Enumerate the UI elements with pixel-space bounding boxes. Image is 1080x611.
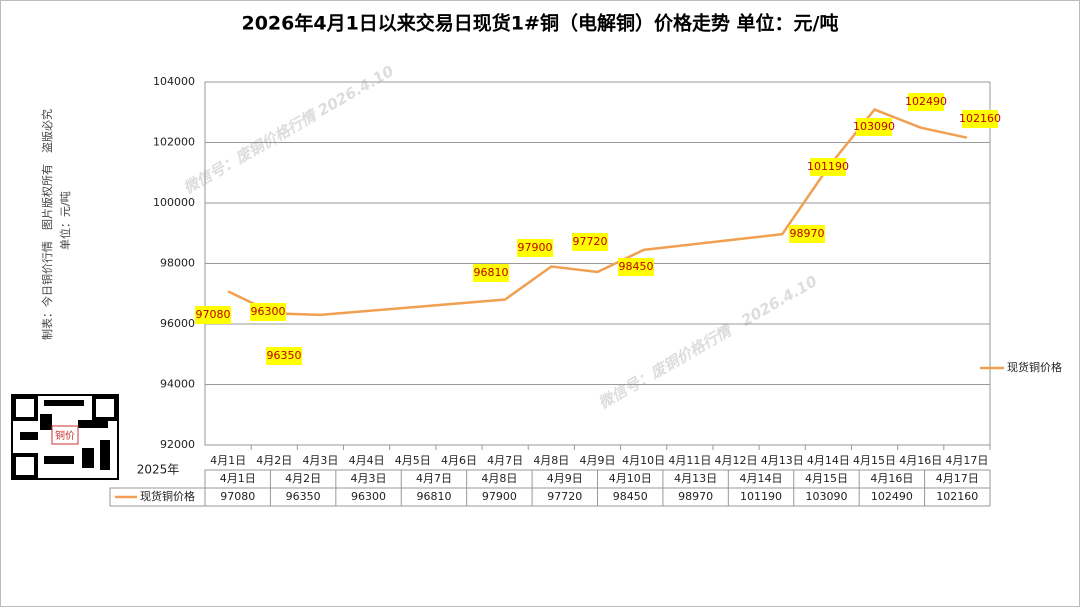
data-label: 103090	[853, 120, 895, 133]
x-tick-label: 4月9日	[580, 454, 616, 467]
x-tick-label: 4月13日	[761, 454, 804, 467]
side-note: 单位：元/吨	[58, 191, 72, 250]
x-tick-label: 4月3日	[302, 454, 338, 467]
y-tick-label: 104000	[153, 75, 195, 88]
data-label: 101190	[807, 160, 849, 173]
data-label: 96300	[251, 305, 286, 318]
table-value: 96810	[416, 490, 451, 503]
data-label: 98970	[790, 227, 825, 240]
data-label: 96350	[267, 349, 302, 362]
table-value: 98450	[613, 490, 648, 503]
x-tick-label: 4月8日	[533, 454, 569, 467]
label-bg	[908, 93, 944, 111]
table-date: 4月3日	[351, 472, 387, 485]
label-bg	[195, 306, 231, 324]
x-tick-label: 4月10日	[622, 454, 665, 467]
table-value: 102160	[936, 490, 978, 503]
chart-title: 2026年4月1日以来交易日现货1#铜（电解铜）价格走势 单位：元/吨	[241, 12, 838, 35]
label-bg	[266, 347, 302, 365]
side-note: 制表：今日铜价行情 图片版权所有 盗版必究	[40, 109, 54, 340]
table-series-name: 现货铜价格	[140, 489, 195, 503]
table-value: 102490	[871, 490, 913, 503]
y-tick-label: 102000	[153, 136, 195, 149]
label-bg	[473, 264, 509, 282]
data-label: 102490	[905, 95, 947, 108]
table-date: 4月13日	[674, 472, 717, 485]
y-tick-label: 98000	[160, 257, 195, 270]
label-bg	[962, 110, 998, 128]
label-bg	[856, 118, 892, 136]
label-bg	[250, 303, 286, 321]
table-date: 4月8日	[481, 472, 517, 485]
x-tick-label: 4月5日	[395, 454, 431, 467]
x-tick-label: 4月1日	[210, 454, 246, 467]
x-tick-label: 4月16日	[899, 454, 942, 467]
table-date: 4月1日	[220, 472, 256, 485]
table-date: 4月17日	[936, 472, 979, 485]
data-label: 97080	[196, 308, 231, 321]
label-bg	[517, 239, 553, 257]
x-tick-label: 4月11日	[668, 454, 711, 467]
label-bg	[572, 233, 608, 251]
label-bg	[789, 225, 825, 243]
x-tick-label: 4月12日	[715, 454, 758, 467]
table-value: 103090	[805, 490, 847, 503]
table-value: 96300	[351, 490, 386, 503]
table-value: 97900	[482, 490, 517, 503]
x-tick-label: 4月4日	[349, 454, 385, 467]
label-bg	[618, 258, 654, 276]
data-label: 98450	[619, 260, 654, 273]
x-tick-label: 4月7日	[487, 454, 523, 467]
y-tick-label: 92000	[160, 438, 195, 451]
y-tick-label: 94000	[160, 378, 195, 391]
data-label: 102160	[959, 112, 1001, 125]
table-date: 4月2日	[285, 472, 321, 485]
label-bg	[810, 158, 846, 176]
table-date: 4月7日	[416, 472, 452, 485]
x-tick-label: 4月14日	[807, 454, 850, 467]
table-date: 4月10日	[609, 472, 652, 485]
data-label: 97720	[573, 235, 608, 248]
data-label: 97900	[518, 241, 553, 254]
table-value: 97080	[220, 490, 255, 503]
table-date: 4月9日	[547, 472, 583, 485]
qr-label: 铜价	[55, 430, 75, 442]
table-value: 96350	[286, 490, 321, 503]
year-label: 2025年	[137, 463, 180, 477]
x-tick-label: 4月17日	[945, 454, 988, 467]
x-tick-label: 4月2日	[256, 454, 292, 467]
table-date: 4月15日	[805, 472, 848, 485]
table-value: 101190	[740, 490, 782, 503]
data-label: 96810	[474, 266, 509, 279]
qr-code: 铜价	[11, 394, 119, 480]
table-value: 97720	[547, 490, 582, 503]
x-tick-label: 4月15日	[853, 454, 896, 467]
table-value: 98970	[678, 490, 713, 503]
y-tick-label: 100000	[153, 196, 195, 209]
x-tick-label: 4月6日	[441, 454, 477, 467]
table-date: 4月16日	[870, 472, 913, 485]
legend-label: 现货铜价格	[1007, 360, 1062, 374]
table-date: 4月14日	[740, 472, 783, 485]
y-tick-label: 96000	[160, 317, 195, 330]
